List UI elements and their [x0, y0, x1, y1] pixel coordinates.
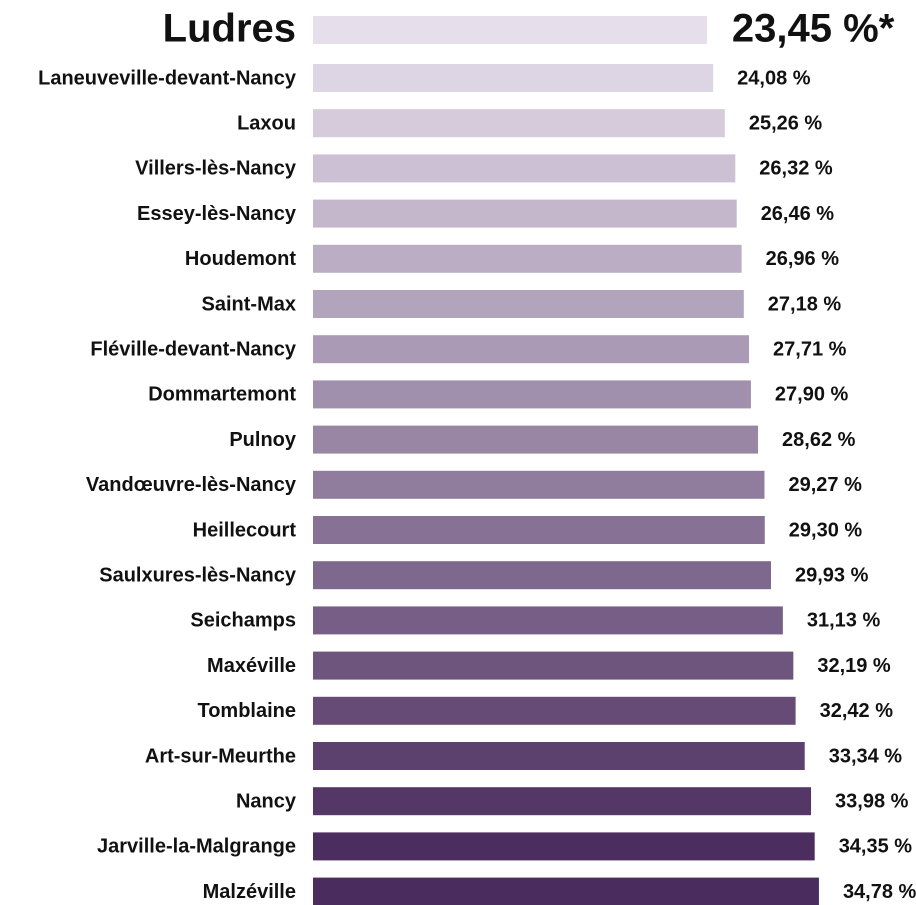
bar	[313, 561, 771, 590]
category-label: Ludres	[163, 7, 296, 51]
bar	[313, 290, 744, 318]
bar	[313, 606, 783, 635]
value-label: 31,13 %	[807, 610, 881, 632]
value-label: 32,19 %	[817, 655, 891, 677]
value-label: 23,45 %*	[732, 7, 895, 51]
bar	[313, 516, 765, 544]
bar	[313, 244, 742, 273]
category-label: Art-sur-Meurthe	[145, 745, 296, 767]
bar	[313, 335, 750, 364]
value-label: 26,32 %	[759, 158, 833, 180]
value-label: 29,27 %	[788, 474, 862, 496]
value-label: 29,93 %	[795, 564, 869, 586]
bar	[313, 832, 815, 861]
category-label: Saint-Max	[202, 293, 296, 315]
category-label: Saulxures-lès-Nancy	[99, 564, 297, 586]
category-label: Malzéville	[203, 881, 296, 903]
value-label: 26,96 %	[766, 248, 840, 270]
value-label: 32,42 %	[820, 700, 894, 722]
value-label: 33,34 %	[829, 745, 903, 767]
category-label: Tomblaine	[197, 700, 296, 722]
category-label: Jarville-la-Malgrange	[97, 836, 296, 858]
value-label: 34,35 %	[839, 836, 913, 858]
category-label: Seichamps	[190, 610, 296, 632]
value-label: 27,90 %	[775, 384, 849, 406]
category-label: Maxéville	[207, 655, 296, 677]
bar	[313, 154, 736, 183]
value-label: 27,71 %	[773, 338, 847, 360]
value-label: 34,78 %	[843, 881, 916, 903]
bar	[313, 651, 794, 680]
bar	[313, 16, 707, 44]
bar	[313, 742, 805, 770]
bar	[313, 787, 812, 816]
value-label: 28,62 %	[782, 429, 856, 451]
value-label: 24,08 %	[737, 67, 811, 89]
value-label: 27,18 %	[768, 293, 842, 315]
value-label: 29,30 %	[789, 519, 863, 541]
value-label: 33,98 %	[835, 790, 909, 812]
bar	[313, 696, 796, 725]
value-label: 25,26 %	[749, 112, 823, 134]
category-label: Pulnoy	[229, 429, 297, 451]
category-label: Villers-lès-Nancy	[135, 158, 297, 180]
category-label: Houdemont	[185, 248, 296, 270]
category-label: Vandœuvre-lès-Nancy	[86, 474, 297, 496]
bar	[313, 109, 725, 138]
category-label: Essey-lès-Nancy	[137, 203, 297, 225]
bar	[313, 425, 759, 454]
value-label: 26,46 %	[761, 203, 835, 225]
category-label: Nancy	[236, 790, 297, 812]
category-label: Laxou	[237, 112, 296, 134]
category-label: Heillecourt	[193, 519, 297, 541]
bar	[313, 877, 819, 905]
bar	[313, 64, 714, 92]
bar	[313, 380, 751, 409]
category-label: Laneuveville-devant-Nancy	[38, 67, 297, 89]
category-label: Fléville-devant-Nancy	[90, 338, 297, 360]
bar	[313, 199, 737, 228]
category-label: Dommartemont	[148, 384, 296, 406]
bar	[313, 470, 765, 499]
